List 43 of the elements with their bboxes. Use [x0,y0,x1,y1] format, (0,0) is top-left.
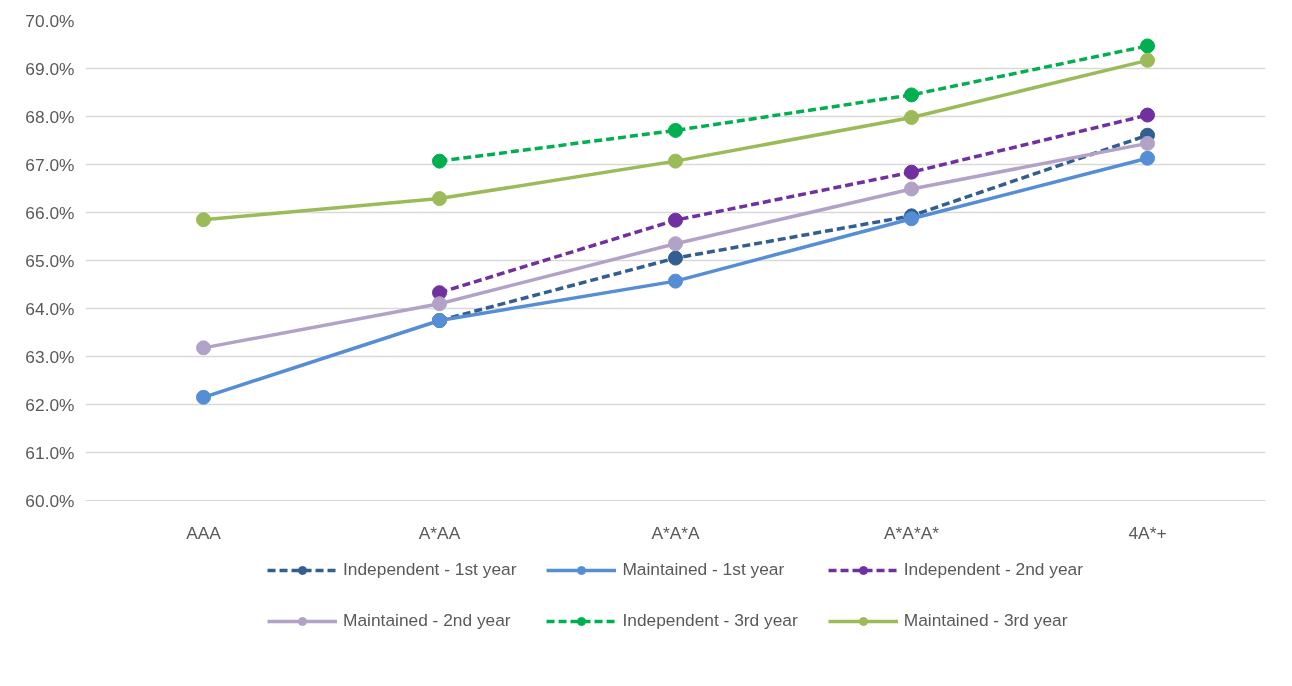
point [1140,150,1155,166]
x-tick-label: A*AA [418,522,461,543]
point [904,109,919,125]
point [668,250,683,266]
point [668,236,683,252]
point [1140,52,1155,68]
point [1140,107,1155,123]
point [1140,135,1155,151]
point [432,153,447,169]
point [904,164,919,180]
y-tick-label: 64.0% [25,298,75,319]
y-tick-label: 66.0% [25,202,75,223]
point [904,181,919,197]
x-tick-label: A*A*A* [884,522,940,543]
point [196,389,211,405]
y-tick-label: 65.0% [25,250,75,271]
legend-label: Maintained - 3rd year [903,610,1068,631]
y-tick-label: 60.0% [25,490,75,511]
point [196,212,211,228]
y-tick-label: 70.0% [25,10,75,31]
x-tick-label: A*A*A [651,522,701,543]
point [196,340,211,356]
point [904,87,919,103]
point [668,122,683,138]
x-tick-label: 4A*+ [1128,522,1167,543]
point [432,296,447,312]
y-tick-label: 68.0% [25,106,75,127]
legend-label: Independent - 1st year [343,559,517,580]
y-tick-label: 67.0% [25,154,75,175]
y-tick-label: 63.0% [25,346,75,367]
x-tick-label: AAA [186,522,222,543]
point [668,153,683,169]
point [1140,38,1155,54]
y-tick-label: 61.0% [25,442,75,463]
legend-label: Independent - 3rd year [622,610,798,631]
legend-label: Maintained - 2nd year [343,610,511,631]
point [432,191,447,207]
point [668,273,683,289]
legend-label: Maintained - 1st year [622,559,785,580]
legend-label: Independent - 2nd year [903,559,1083,580]
y-tick-label: 62.0% [25,394,75,415]
y-tick-label: 69.0% [25,58,75,79]
point [668,212,683,228]
